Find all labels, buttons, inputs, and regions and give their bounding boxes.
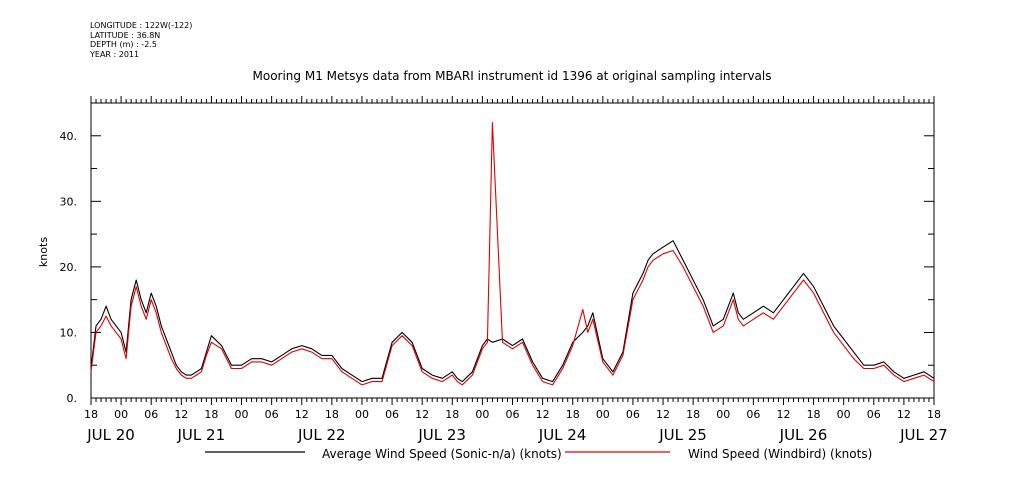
- x-tick-label: 12: [656, 408, 670, 421]
- x-day-label: JUL 22: [297, 426, 346, 444]
- x-day-label: JUL 21: [177, 426, 226, 444]
- longitude-label: LONGITUDE : 122W(-122): [90, 21, 193, 30]
- x-tick-label: 06: [626, 408, 640, 421]
- chart-title: Mooring M1 Metsys data from MBARI instru…: [253, 69, 772, 83]
- x-tick-label: 00: [716, 408, 730, 421]
- x-tick-label: 18: [566, 408, 580, 421]
- x-tick-label: 00: [114, 408, 128, 421]
- x-tick-label: 00: [355, 408, 369, 421]
- y-tick-label: 40.: [60, 130, 78, 143]
- x-tick-label: 12: [415, 408, 429, 421]
- x-tick-label: 12: [897, 408, 911, 421]
- latitude-label: LATITUDE : 36.8N: [90, 30, 161, 40]
- plot-frame: [90, 102, 935, 399]
- x-tick-label: 18: [807, 408, 821, 421]
- y-tick-label: 0.: [67, 392, 78, 405]
- x-tick-label: 12: [536, 408, 550, 421]
- x-tick-label: 06: [746, 408, 760, 421]
- series-line-windbird: [90, 122, 935, 386]
- legend-label: Average Wind Speed (Sonic-n/a) (knots): [322, 447, 562, 461]
- x-tick-label: 00: [235, 408, 249, 421]
- y-tick-label: 10.: [60, 326, 78, 339]
- x-tick-label: 06: [385, 408, 399, 421]
- x-tick-label: 18: [325, 408, 339, 421]
- x-tick-label: 18: [927, 408, 941, 421]
- x-tick-label: 18: [445, 408, 459, 421]
- x-tick-label: 06: [867, 408, 881, 421]
- x-day-label: JUL 25: [658, 426, 707, 444]
- x-tick-label: 18: [686, 408, 700, 421]
- y-axis-label: knots: [37, 237, 50, 267]
- x-tick-label: 00: [837, 408, 851, 421]
- series-line-sonic: [90, 240, 935, 383]
- axis-labels: 18 00 06 12 18 00 06 12 18 00 06 12 18 00 06 12 18 00 06 12…: [60, 130, 948, 444]
- x-tick-label: 06: [144, 408, 158, 421]
- x-tick-label: 12: [295, 408, 309, 421]
- series-layer: [90, 122, 935, 386]
- x-tick-label: 06: [265, 408, 279, 421]
- y-tick-label: 20.: [60, 261, 78, 274]
- x-tick-label: 06: [506, 408, 520, 421]
- x-tick-label: 12: [776, 408, 790, 421]
- x-tick-label: 18: [204, 408, 218, 421]
- x-day-label: JUL 23: [417, 426, 466, 444]
- year-label: YEAR : 2011: [90, 49, 140, 59]
- x-tick-label: 18: [84, 408, 98, 421]
- x-tick-label: 00: [475, 408, 489, 421]
- x-day-label: JUL 26: [779, 426, 828, 444]
- y-tick-label: 30.: [60, 195, 78, 208]
- depth-label: DEPTH (m) : -2.5: [90, 40, 157, 49]
- x-tick-label: 12: [174, 408, 188, 421]
- metadata-block: LONGITUDE : 122W(-122) LATITUDE : 36.8N …: [90, 21, 192, 59]
- legend: Average Wind Speed (Sonic-n/a) (knots) Wi…: [205, 447, 872, 461]
- x-tick-label: 00: [596, 408, 610, 421]
- x-day-label: JUL 24: [538, 426, 587, 444]
- legend-label: Wind Speed (Windbird) (knots): [688, 447, 872, 461]
- axis-ticks: [90, 96, 935, 405]
- x-day-label: JUL 20: [86, 426, 135, 444]
- x-day-label: JUL 27: [899, 426, 948, 444]
